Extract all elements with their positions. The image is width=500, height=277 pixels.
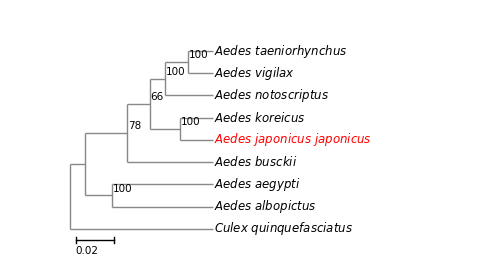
Text: 0.02: 0.02: [76, 246, 99, 256]
Text: 100: 100: [112, 184, 132, 194]
Text: $\it{Aedes\ busckii}$: $\it{Aedes\ busckii}$: [214, 155, 298, 169]
Text: $\it{Aedes\ notoscriptus}$: $\it{Aedes\ notoscriptus}$: [214, 87, 330, 104]
Text: $\it{Aedes\ koreicus}$: $\it{Aedes\ koreicus}$: [214, 111, 306, 125]
Text: 66: 66: [150, 92, 164, 102]
Text: 78: 78: [128, 121, 141, 131]
Text: 100: 100: [166, 67, 186, 77]
Text: $\it{Aedes\ vigilax}$: $\it{Aedes\ vigilax}$: [214, 65, 296, 82]
Text: 100: 100: [188, 50, 208, 60]
Text: $\it{Aedes\ aegypti}$: $\it{Aedes\ aegypti}$: [214, 176, 301, 193]
Text: 100: 100: [181, 117, 201, 127]
Text: $\it{Aedes\ japonicus\ japonicus}$: $\it{Aedes\ japonicus\ japonicus}$: [214, 131, 372, 148]
Text: $\it{Aedes\ albopictus}$: $\it{Aedes\ albopictus}$: [214, 198, 317, 215]
Text: $\it{Aedes\ taeniorhynchus}$: $\it{Aedes\ taeniorhynchus}$: [214, 42, 348, 60]
Text: $\it{Culex\ quinquefasciatus}$: $\it{Culex\ quinquefasciatus}$: [214, 220, 354, 237]
